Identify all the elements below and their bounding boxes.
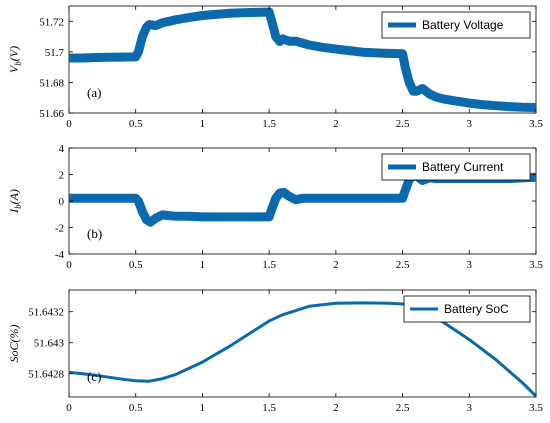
y-tick-label: 51.6428: [28, 369, 64, 381]
panel-a: 0 0.5 1 1.5 2 2.5 3 3.5 51.66 51.68 51.7 51.72 Vb(V)…: [7, 5, 543, 130]
x-tick-label: 3: [467, 259, 473, 271]
x-tick-label: 2.5: [396, 402, 410, 414]
legend-label: Battery SoC: [444, 302, 509, 316]
y-tick-label: -4: [55, 249, 65, 261]
panel-label: (b): [87, 226, 102, 241]
y-tick-label: -2: [55, 223, 64, 235]
x-tick-label: 0: [66, 118, 72, 130]
x-tick-label: 0: [66, 259, 72, 271]
legend: Battery Voltage: [381, 11, 531, 39]
x-tick-label: 1: [200, 118, 206, 130]
y-axis-label: Ib(A): [7, 189, 23, 214]
x-tick-label: 3.5: [529, 259, 543, 271]
x-tick-label: 2: [333, 402, 339, 414]
x-tick-label: 1.5: [262, 259, 276, 271]
x-tick-label: 1.5: [262, 118, 276, 130]
y-tick-label: 51.6432: [28, 307, 64, 319]
y-tick-label: 4: [59, 143, 65, 155]
x-tick-label: 0.5: [129, 259, 143, 271]
y-tick-label: 51.68: [39, 77, 64, 89]
x-tick-label: 2.5: [396, 118, 410, 130]
x-tick-label: 2: [333, 118, 339, 130]
series-line: [69, 7, 536, 112]
legend: Battery SoC: [403, 295, 531, 323]
x-tick-label: 0: [66, 402, 72, 414]
legend: Battery Current: [381, 153, 531, 181]
y-tick-label: 0: [59, 196, 65, 208]
x-tick-label: 1: [200, 259, 206, 271]
x-tick-label: 0.5: [129, 402, 143, 414]
x-tick-label: 1: [200, 402, 206, 414]
x-tick-label: 0.5: [129, 118, 143, 130]
y-tick-label: 51.7: [45, 47, 65, 59]
y-tick-label: 51.66: [39, 108, 64, 120]
y-tick-label: 51.643: [34, 338, 65, 350]
y-axis-label: SoC(%): [7, 325, 21, 363]
x-tick-label: 1.5: [262, 402, 276, 414]
panel-c: 0 0.5 1 1.5 2 2.5 3 3.5 51.6428 51.643 51.6432 SoC(…: [7, 289, 543, 414]
x-tick-label: 3.5: [529, 402, 543, 414]
panel-b: 0 0.5 1 1.5 2 2.5 3 3.5 -4 -2 0 2 4 Ib(A) (b) Battery C…: [7, 143, 543, 271]
x-tick-label: 3: [467, 118, 473, 130]
panel-label: (c): [87, 369, 101, 384]
panel-label: (a): [87, 85, 101, 100]
x-tick-label: 2.5: [396, 259, 410, 271]
series-line: [69, 301, 536, 397]
legend-label: Battery Current: [422, 160, 504, 174]
y-axis-label: Vb(V): [7, 46, 23, 73]
x-tick-label: 3: [467, 402, 473, 414]
x-tick-label: 2: [333, 259, 339, 271]
x-tick-label: 3.5: [529, 118, 543, 130]
y-tick-label: 51.72: [39, 16, 64, 28]
legend-label: Battery Voltage: [422, 18, 504, 32]
y-tick-label: 2: [59, 170, 65, 182]
